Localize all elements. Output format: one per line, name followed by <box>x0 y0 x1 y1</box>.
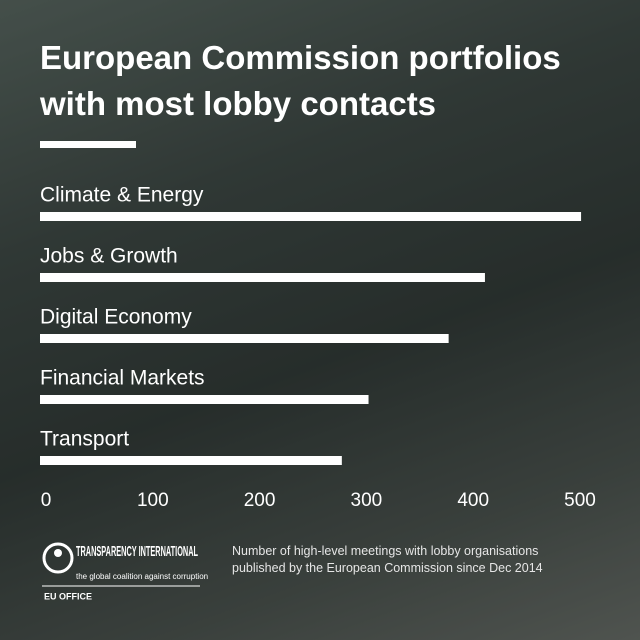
category-label: Climate & Energy <box>40 184 204 207</box>
category-label: Transport <box>40 428 129 451</box>
logo-tagline: the global coalition against corruption <box>76 572 208 581</box>
note: Number of high-level meetings with lobby… <box>232 544 543 575</box>
logo-icon <box>42 542 74 574</box>
logo-office: EU OFFICE <box>44 591 92 601</box>
logo-icon-dot <box>54 549 62 557</box>
category-label: Financial Markets <box>40 367 205 390</box>
bar <box>40 334 449 343</box>
category-label: Digital Economy <box>40 306 192 329</box>
x-tick-label: 100 <box>137 490 169 511</box>
x-tick-label: 0 <box>41 490 52 511</box>
bar <box>40 456 342 465</box>
bar <box>40 212 582 221</box>
logo: TRANSPARENCY INTERNATIONAL the global co… <box>42 542 208 601</box>
x-tick-label: 200 <box>244 490 276 511</box>
x-tick-label: 400 <box>457 490 489 511</box>
logo-name: TRANSPARENCY INTERNATIONAL <box>76 543 198 560</box>
bar <box>40 273 485 282</box>
bar <box>40 395 369 404</box>
chart-title: European Commission portfolios with most … <box>39 39 561 122</box>
category-label: Jobs & Growth <box>40 245 178 268</box>
title-rule <box>40 141 136 148</box>
x-tick-label: 500 <box>564 490 596 511</box>
x-tick-label: 300 <box>351 490 383 511</box>
